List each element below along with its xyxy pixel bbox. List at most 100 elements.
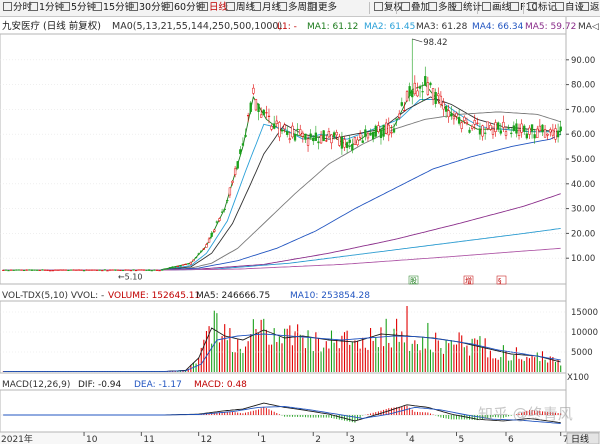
candle-body [273, 123, 276, 129]
candle-body [241, 143, 245, 146]
toolbar-button-1min[interactable]: 1分钟 [27, 1, 66, 15]
candle-body [236, 161, 239, 169]
candle-body [549, 129, 552, 133]
candle-body [246, 115, 250, 117]
candle-body [431, 88, 435, 100]
candle-body [77, 269, 80, 271]
toolbar-button-back[interactable]: 返回 [578, 1, 600, 15]
candle-body [41, 269, 44, 271]
candle-body [111, 269, 114, 271]
toolbar-button-label: 标记 [538, 2, 558, 13]
candle-body [28, 269, 31, 271]
candle-body [499, 130, 502, 134]
volume-legend-item: VOLUME: 152645.11 [108, 291, 200, 301]
candle-body [418, 87, 422, 89]
time-tick-label: 4 [409, 435, 415, 444]
toolbar-button-overlay[interactable]: 叠加 [399, 1, 432, 15]
candle-body [525, 133, 528, 139]
candle-body [413, 82, 416, 95]
candle-body [231, 180, 234, 183]
toolbar-button-custom[interactable]: 自设 [553, 1, 586, 15]
volume-y-tick-label: 15000 [571, 308, 598, 318]
toolbar-item-icon [528, 2, 537, 11]
candle-body [379, 129, 383, 138]
toolbar-button-label: 月线 [262, 2, 282, 13]
candle-body [101, 270, 104, 272]
candle-body [348, 139, 351, 143]
time-tick-label: 12 [201, 435, 212, 444]
toolbar-button-draw[interactable]: 画线 [480, 1, 513, 15]
time-tick-label: 3 [349, 435, 355, 444]
toolbar-item-icon [29, 2, 38, 11]
ma-line-MA8 [3, 247, 561, 271]
toolbar-button-label: 统计 [463, 2, 483, 13]
candle-body [351, 143, 354, 151]
candle-body [7, 270, 10, 272]
price-legend-item: MA4: 66.34 [472, 22, 524, 32]
price-y-tick-label: 80.00 [571, 81, 595, 91]
price-y-tick-label: 30.00 [571, 205, 595, 215]
candle-body [551, 129, 555, 136]
toolbar-button-label: 60分钟 [174, 2, 206, 13]
price-legend: L1: - MA1: 61.12 MA2: 61.45 MA3: 61.28 MA4: … [277, 22, 599, 32]
candle-body [510, 132, 513, 134]
volume-ma-lines [3, 327, 561, 372]
candle-body [30, 269, 34, 271]
candle-body [372, 132, 375, 140]
toolbar-button-mark[interactable]: 标记 [526, 1, 559, 15]
candle-body [218, 218, 221, 221]
toolbar-button-week[interactable]: 周线 [224, 1, 257, 15]
candle-body [429, 82, 432, 86]
toolbar-button-day[interactable]: 日线 [197, 1, 230, 15]
candle-body [299, 129, 302, 135]
period-label[interactable]: 日线 [571, 433, 589, 444]
candle-body [332, 132, 336, 137]
candle-body [304, 133, 307, 140]
candle-body [132, 269, 135, 271]
toolbar-item-icon [199, 2, 208, 11]
period-button[interactable]: 日线 [566, 432, 600, 444]
candle-body [134, 269, 138, 272]
toolbar-button-15min[interactable]: 15分钟 [91, 1, 136, 15]
toolbar-item-icon [226, 2, 235, 11]
toolbar-button-multi[interactable]: 多周期 [276, 1, 319, 15]
toolbar-button-1m[interactable]: 分时 [1, 1, 34, 15]
macd-legend-item: DEA: -1.17 [134, 380, 182, 390]
candle-body [166, 268, 169, 270]
candle-body [121, 269, 125, 272]
toolbar-button-fuquan[interactable]: 复权 [372, 1, 405, 15]
candle-body [400, 102, 403, 106]
candle-body [22, 269, 26, 272]
candle-body [405, 91, 409, 102]
toolbar-button-label: 多股 [438, 2, 458, 13]
toolbar-button-more[interactable]: 更多 [306, 1, 339, 15]
volume-legend-item: MA5: 246666.75 [196, 291, 270, 301]
candle-body [200, 250, 203, 252]
toolbar-button-label: 30分钟 [139, 2, 171, 13]
macd-title: MACD(12,26,9) [2, 380, 70, 390]
candle-body [309, 133, 312, 138]
toolbar-button-5min[interactable]: 5分钟 [59, 1, 98, 15]
candle-body [523, 125, 526, 132]
toolbar-button-stats[interactable]: 统计 [451, 1, 484, 15]
toolbar-separator [369, 2, 370, 14]
time-tick-label: 11 [143, 435, 154, 444]
time-tick-label: 7 [563, 435, 569, 444]
toolbar-item-icon [308, 2, 317, 11]
toolbar-item-icon [428, 2, 437, 11]
candle-body [62, 269, 65, 271]
toolbar-button-label: 15分钟 [103, 2, 135, 13]
toolbar-button-60min[interactable]: 60分钟 [162, 1, 207, 15]
price-legend-item: MA5: 59.72 [525, 22, 576, 32]
time-tick-label: 1 [261, 435, 267, 444]
candle-body [15, 269, 18, 271]
toolbar-button-multistock[interactable]: 多股 [426, 1, 459, 15]
toolbar-button-label: 复权 [384, 2, 404, 13]
toolbar-button-30min[interactable]: 30分钟 [127, 1, 172, 15]
toolbar-button-month[interactable]: 月线 [250, 1, 283, 15]
candle-body [176, 265, 179, 267]
price-y-tick-label: 10.00 [571, 254, 595, 264]
event-marker: 股 [410, 277, 417, 285]
candle-body [59, 269, 62, 271]
candle-body [504, 131, 508, 136]
